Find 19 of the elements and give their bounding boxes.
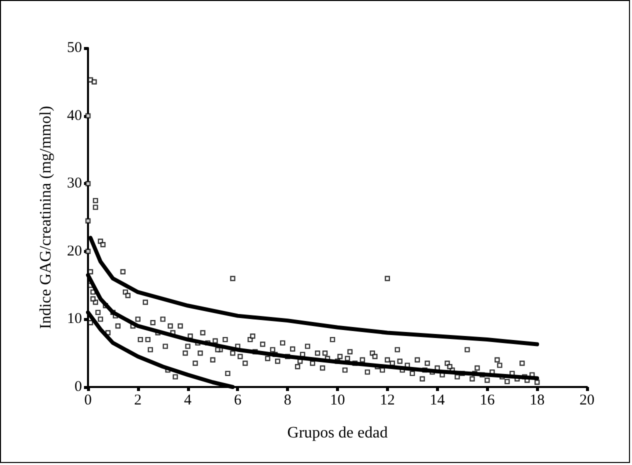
x-axis-title: Grupos de edad bbox=[287, 424, 388, 442]
x-tick-label: 10 bbox=[330, 392, 345, 408]
x-tick-label: 8 bbox=[284, 392, 292, 408]
x-tick-label: 0 bbox=[84, 392, 92, 408]
x-tick-label: 16 bbox=[480, 392, 496, 408]
y-tick-label: 0 bbox=[74, 379, 82, 395]
x-tick-label: 14 bbox=[430, 392, 446, 408]
x-tick-label: 2 bbox=[134, 392, 142, 408]
y-tick-label: 40 bbox=[67, 108, 82, 124]
y-axis-title: Indice GAG/creatinina (mg/mmol) bbox=[38, 106, 54, 330]
x-tick-label: 4 bbox=[184, 392, 192, 408]
x-tick-label: 20 bbox=[580, 392, 594, 408]
x-tick-label: 12 bbox=[380, 392, 395, 408]
y-tick-label: 30 bbox=[67, 176, 82, 192]
x-tick-label: 6 bbox=[234, 392, 242, 408]
x-tick-label: 18 bbox=[530, 392, 545, 408]
y-tick-label: 10 bbox=[67, 311, 82, 328]
y-tick-label: 50 bbox=[67, 40, 82, 56]
y-tick-label: 20 bbox=[67, 243, 82, 260]
